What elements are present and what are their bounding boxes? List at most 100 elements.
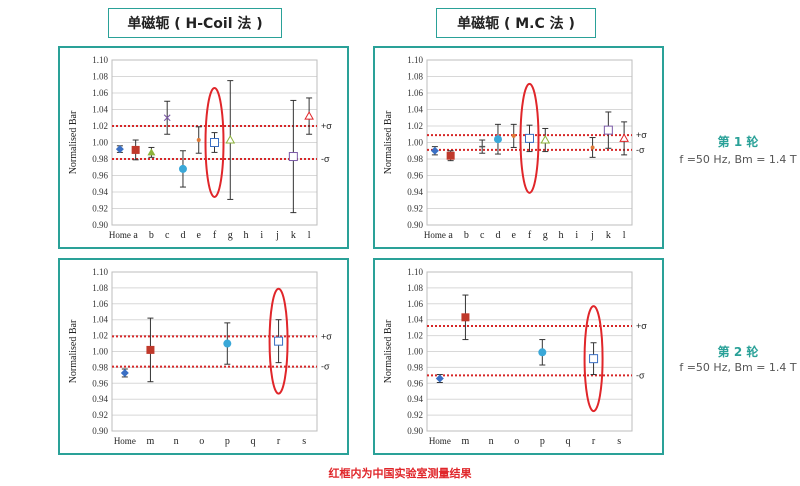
y-tick-label: 1.08	[92, 72, 108, 82]
data-point-r	[274, 319, 284, 364]
marker	[430, 146, 439, 155]
data-point-k	[603, 111, 613, 149]
data-point-m	[146, 317, 155, 383]
data-point-f	[210, 132, 219, 153]
data-point-Home	[430, 146, 439, 156]
marker	[538, 348, 547, 357]
y-tick-label: 0.98	[407, 154, 423, 164]
x-tick-label: Home	[114, 436, 136, 446]
x-tick-label: Home	[424, 230, 446, 240]
y-tick-label: 1.10	[407, 55, 423, 65]
y-tick-label: 0.94	[407, 394, 423, 404]
y-tick-label: 0.98	[92, 154, 108, 164]
data-point-g	[540, 127, 551, 153]
marker	[163, 114, 171, 122]
x-tick-label: l	[623, 230, 626, 241]
x-tick-label: h	[244, 230, 249, 241]
chart-round1-mc: 0.90 0.92 0.94 0.96 0.98 1.00 1.02 1.04 1.06 1.08…	[373, 46, 664, 249]
x-tick-label: Home	[109, 230, 131, 240]
header-mc-label: 单磁轭 ( M.C 法 )	[457, 16, 575, 32]
marker	[511, 133, 516, 138]
chart-svg: 0.90 0.92 0.94 0.96 0.98 1.00 1.02 1.04 1.06 1.08…	[383, 55, 647, 241]
y-tick-label: 1.08	[407, 283, 423, 293]
marker	[540, 135, 551, 144]
x-tick-label: s	[617, 436, 621, 447]
x-tick-label: p	[225, 436, 230, 447]
data-point-a	[446, 150, 455, 162]
data-point-l	[619, 121, 629, 156]
data-point-m	[461, 294, 470, 341]
y-tick-label: 0.92	[92, 410, 108, 420]
x-tick-label: r	[592, 436, 596, 447]
x-tick-label: i	[260, 230, 263, 241]
data-point-Home	[115, 145, 124, 154]
x-tick-label: a	[448, 230, 453, 241]
data-point-c	[163, 100, 171, 135]
round1-label: 第 1 轮	[717, 135, 759, 149]
chart-svg: 0.90 0.92 0.94 0.96 0.98 1.00 1.02 1.04 1.06 1.08…	[68, 55, 332, 241]
chart-svg: 0.90 0.92 0.94 0.96 0.98 1.00 1.02 1.04 1.06 1.08…	[68, 267, 332, 447]
y-tick-label: 1.10	[407, 267, 423, 277]
y-tick-label: 1.04	[407, 315, 423, 325]
x-tick-label: m	[147, 436, 155, 447]
x-tick-label: i	[575, 230, 578, 241]
highlight-ellipse	[583, 305, 604, 413]
data-point-d	[178, 150, 187, 188]
y-tick-label: 1.00	[407, 347, 423, 357]
x-tick-label: g	[543, 230, 548, 241]
sigma-upper-label: +σ	[321, 121, 332, 131]
sigma-upper-label: +σ	[321, 331, 332, 341]
y-axis-label: Normalised Bar	[68, 319, 79, 383]
sigma-lower-label: -σ	[321, 154, 330, 164]
y-tick-label: 0.96	[407, 378, 423, 388]
marker	[446, 151, 455, 160]
marker	[603, 125, 613, 135]
x-tick-label: d	[495, 230, 500, 241]
y-tick-label: 1.08	[92, 283, 108, 293]
data-point-e	[195, 126, 202, 154]
x-tick-label: k	[606, 230, 611, 241]
marker	[223, 339, 232, 348]
x-tick-label: n	[174, 436, 179, 447]
x-tick-label: a	[133, 230, 138, 241]
marker	[178, 164, 187, 173]
y-axis-label: Normalised Bar	[68, 110, 79, 174]
y-tick-label: 1.04	[92, 315, 108, 325]
marker	[274, 336, 284, 346]
marker	[589, 354, 599, 364]
y-tick-label: 0.90	[407, 220, 423, 230]
x-tick-label: c	[480, 230, 485, 241]
x-tick-label: n	[489, 436, 494, 447]
y-tick-label: 0.92	[407, 204, 423, 214]
y-tick-label: 1.00	[92, 138, 108, 148]
highlight-ellipse	[204, 87, 225, 198]
data-point-f	[525, 124, 534, 153]
marker	[493, 135, 502, 144]
y-tick-label: 1.02	[92, 121, 108, 131]
data-point-p	[223, 322, 232, 365]
y-tick-label: 0.94	[92, 187, 108, 197]
y-tick-label: 1.02	[92, 331, 108, 341]
marker	[304, 111, 314, 120]
y-tick-label: 1.08	[407, 72, 423, 82]
y-tick-label: 0.90	[407, 426, 423, 436]
marker	[146, 345, 155, 354]
x-tick-label: l	[308, 230, 311, 241]
x-tick-label: p	[540, 436, 545, 447]
y-tick-label: 1.02	[407, 121, 423, 131]
x-tick-label: m	[462, 436, 470, 447]
data-point-r	[589, 342, 599, 376]
data-point-l	[304, 97, 314, 135]
data-point-k	[288, 99, 298, 214]
x-tick-label: q	[250, 436, 255, 447]
marker	[120, 368, 129, 377]
data-point-b	[147, 146, 156, 158]
x-tick-label: j	[590, 230, 594, 241]
x-tick-label: b	[149, 230, 154, 241]
marker	[147, 148, 156, 156]
y-tick-label: 1.06	[407, 299, 423, 309]
x-tick-label: e	[512, 230, 517, 241]
y-tick-label: 1.00	[407, 138, 423, 148]
highlight-ellipse	[268, 287, 289, 395]
y-tick-label: 0.94	[407, 187, 423, 197]
